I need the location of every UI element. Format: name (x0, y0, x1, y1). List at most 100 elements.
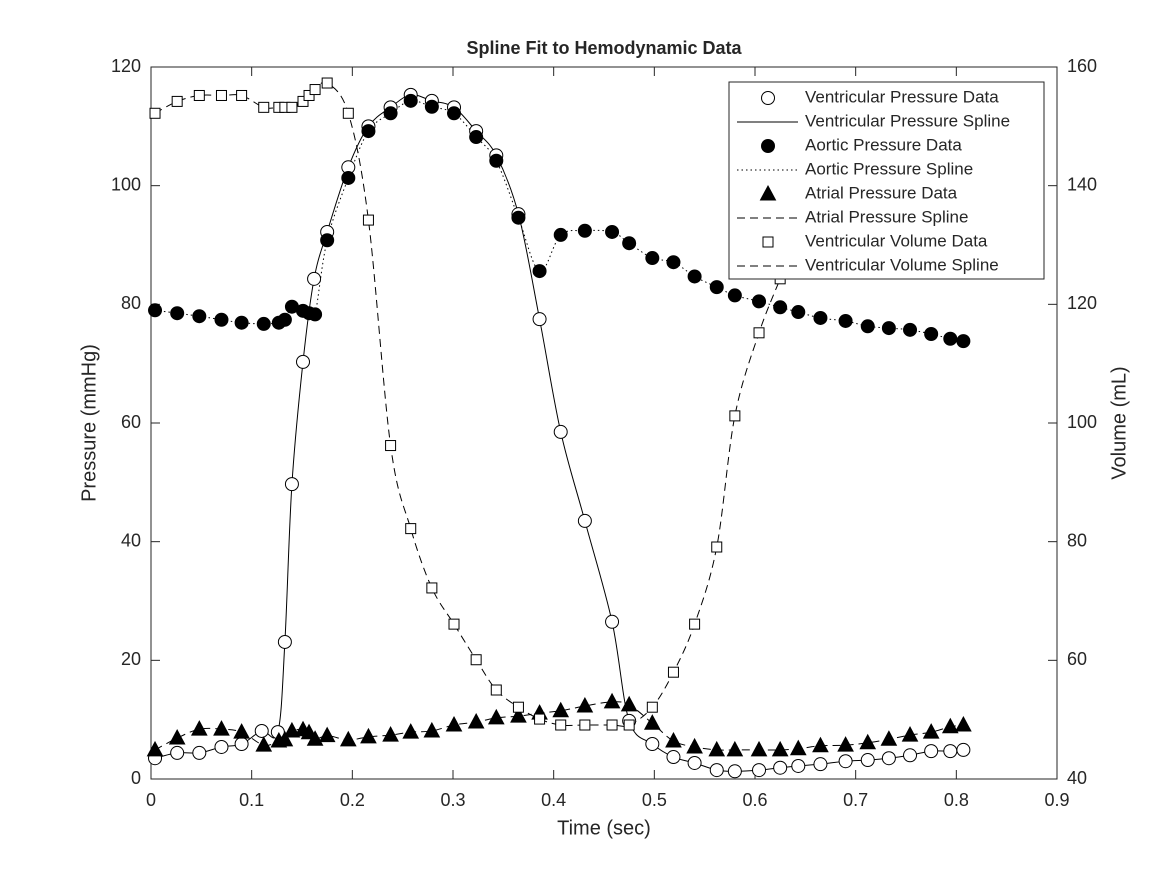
marker (552, 701, 570, 718)
marker (362, 214, 374, 226)
x-tick-label: 0.1 (239, 790, 264, 810)
marker (860, 753, 875, 768)
x-tick-label: 0.6 (742, 790, 767, 810)
marker (762, 236, 774, 248)
marker (307, 271, 322, 286)
marker (361, 124, 376, 139)
y2-tick-label: 40 (1067, 768, 1087, 788)
x-tick-label: 0 (146, 790, 156, 810)
marker (813, 310, 828, 325)
y2-tick-label: 80 (1067, 530, 1087, 550)
marker (383, 106, 398, 121)
marker (643, 714, 661, 730)
y2-tick-label: 100 (1067, 412, 1097, 432)
marker (709, 280, 724, 295)
y-tick-label: 120 (111, 56, 141, 76)
marker (901, 726, 919, 742)
marker (813, 757, 828, 772)
x-tick-label: 0.9 (1044, 790, 1069, 810)
legend-label: Atrial Pressure Spline (805, 207, 968, 226)
y-axis-label: Pressure (mmHg) (78, 344, 100, 502)
marker (553, 227, 568, 242)
marker (623, 719, 635, 731)
marker (148, 303, 163, 318)
marker (837, 736, 854, 752)
marker (532, 312, 547, 327)
marker (256, 316, 271, 331)
marker (880, 730, 898, 746)
marker (605, 614, 620, 629)
marker (512, 701, 524, 713)
marker (490, 684, 502, 696)
marker (606, 719, 618, 731)
marker (711, 541, 723, 553)
marker (924, 327, 939, 341)
y2-tick-label: 120 (1067, 293, 1097, 313)
marker (405, 523, 417, 535)
marker (750, 740, 768, 757)
marker (881, 321, 896, 336)
x-tick-label: 0.7 (843, 790, 868, 810)
marker (258, 101, 270, 113)
marker (812, 736, 829, 753)
marker (297, 95, 309, 107)
marker (445, 715, 463, 732)
marker (752, 763, 767, 778)
marker (487, 708, 505, 725)
marker (341, 170, 356, 185)
marker (320, 233, 335, 248)
y-tick-label: 100 (111, 174, 141, 194)
marker (753, 327, 765, 339)
marker (283, 721, 301, 738)
legend-label: Atrial Pressure Data (805, 183, 958, 202)
marker (170, 745, 185, 760)
marker (726, 740, 744, 757)
marker (214, 739, 229, 754)
marker (234, 315, 249, 330)
legend-label: Ventricular Pressure Data (805, 87, 999, 106)
marker (620, 695, 638, 712)
marker (470, 654, 482, 666)
marker (859, 733, 877, 750)
marker (689, 618, 701, 630)
chart-title: Spline Fit to Hemodynamic Data (466, 38, 742, 58)
marker (622, 236, 637, 251)
y-tick-label: 40 (121, 530, 141, 550)
marker (553, 424, 568, 439)
marker (382, 726, 399, 742)
marker (838, 313, 853, 328)
marker (789, 739, 807, 756)
marker (956, 742, 971, 757)
marker (943, 744, 958, 759)
marker (727, 764, 742, 779)
marker (511, 210, 526, 225)
marker (276, 730, 294, 747)
marker (321, 77, 333, 89)
x-tick-label: 0.2 (340, 790, 365, 810)
marker (603, 692, 621, 709)
marker (838, 754, 853, 769)
marker (686, 737, 703, 754)
y-tick-label: 80 (121, 293, 141, 313)
marker (532, 264, 547, 279)
marker (168, 729, 186, 745)
marker (534, 713, 546, 725)
marker (360, 727, 377, 744)
marker (254, 723, 269, 738)
marker (215, 89, 227, 101)
marker (956, 334, 971, 349)
marker (303, 89, 315, 101)
marker (234, 736, 249, 751)
marker (791, 758, 806, 773)
marker (924, 744, 939, 759)
marker (423, 721, 441, 738)
marker (192, 309, 207, 324)
marker (773, 300, 788, 315)
marker (448, 618, 460, 630)
marker (667, 666, 679, 678)
marker (605, 224, 620, 239)
marker (190, 720, 208, 736)
marker (687, 269, 702, 284)
x-tick-label: 0.4 (541, 790, 566, 810)
marker (277, 312, 292, 327)
